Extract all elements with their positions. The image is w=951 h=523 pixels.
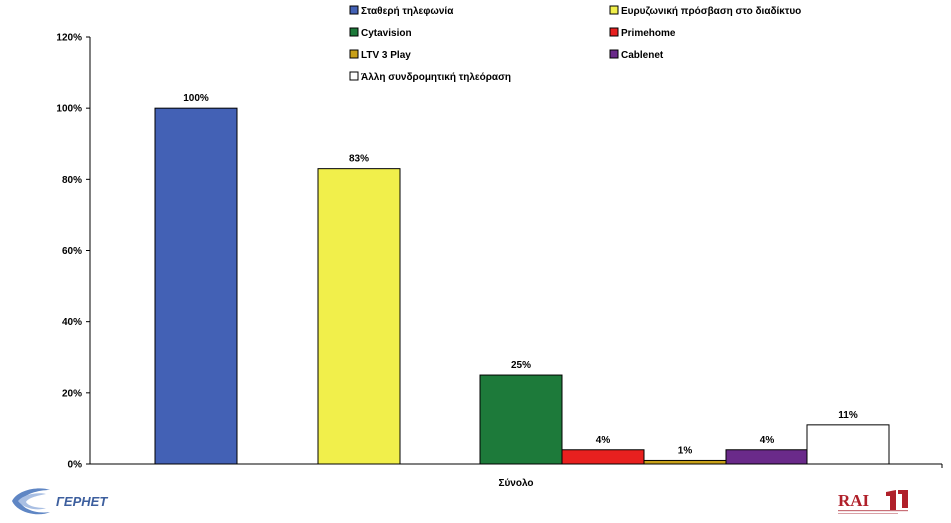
- legend-swatch: [349, 49, 359, 59]
- legend-entry: Cablenet: [621, 50, 664, 61]
- x-category-label: Σύνολο: [498, 478, 533, 489]
- legend-swatch: [349, 5, 359, 15]
- legend-entry: Άλλη συνδρομητική τηλεόραση: [361, 72, 511, 83]
- gerhet-logo-text: ΓΕΡΗΕΤ: [56, 494, 108, 509]
- legend-swatch: [609, 27, 619, 37]
- legend-swatch: [609, 5, 619, 15]
- bar-2: [317, 168, 401, 465]
- legend-swatch: [349, 71, 359, 81]
- bar-data-label: 11%: [838, 410, 858, 421]
- rai-logo-text: RAI: [838, 491, 870, 510]
- legend-entry: Σταθερή τηλεφωνία: [361, 6, 454, 17]
- bar-data-label: 100%: [183, 93, 209, 104]
- bar-1: [154, 107, 238, 465]
- bar-data-label: 4%: [760, 435, 775, 446]
- legend-swatch: [349, 27, 359, 37]
- legend-entry: Cytavision: [361, 28, 412, 39]
- y-tick-label: 80%: [62, 175, 82, 186]
- bar-6: [725, 449, 809, 465]
- chart-bars: [154, 107, 890, 465]
- bar-data-label: 83%: [349, 154, 369, 165]
- y-tick-label: 40%: [62, 317, 82, 328]
- chart-data-labels: 100% 83% 25% 4% 1% 4% 11%: [183, 93, 858, 456]
- chart-legend: Σταθερή τηλεφωνία Ευρυζωνική πρόσβαση στο…: [349, 5, 801, 83]
- bar-3: [479, 374, 563, 465]
- y-tick-label: 100%: [56, 104, 82, 115]
- bar-data-label: 4%: [596, 435, 611, 446]
- bar-5: [643, 459, 727, 465]
- legend-entry: Ευρυζωνική πρόσβαση στο διαδίκτυο: [621, 6, 801, 17]
- y-tick-label: 0%: [68, 460, 83, 471]
- gerhet-logo: ΓΕΡΗΕΤ: [6, 484, 136, 518]
- legend-entry: Primehome: [621, 28, 676, 39]
- legend-swatch: [609, 49, 619, 59]
- y-tick-label: 120%: [56, 33, 82, 44]
- rai-logo: RAI: [838, 484, 938, 518]
- y-tick-label: 20%: [62, 388, 82, 399]
- bar-4: [561, 449, 645, 465]
- legend-entry: LTV 3 Play: [361, 50, 411, 61]
- y-tick-label: 60%: [62, 246, 82, 257]
- bar-7: [806, 424, 890, 465]
- bar-data-label: 25%: [511, 360, 531, 371]
- bar-data-label: 1%: [678, 445, 693, 456]
